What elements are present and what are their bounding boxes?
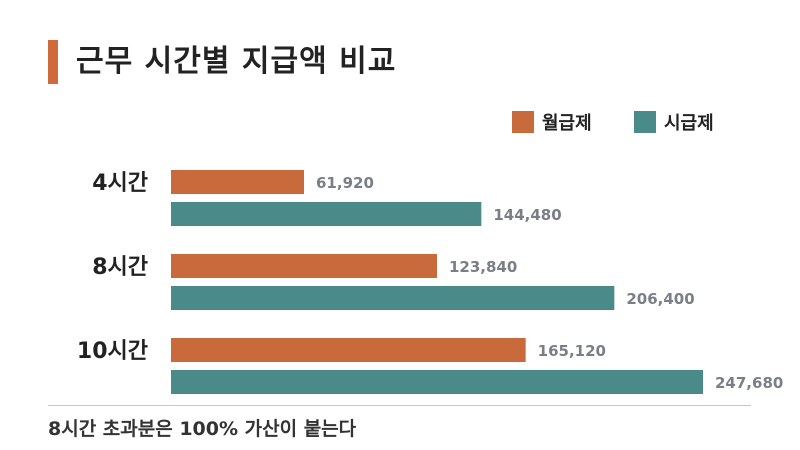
legend-swatch-hourly <box>634 111 656 133</box>
value-label: 247,680 <box>715 374 783 392</box>
title-accent-bar <box>48 40 58 84</box>
category-label: 8시간 <box>92 255 148 280</box>
legend-swatch-monthly <box>512 111 534 133</box>
bar-monthly <box>171 254 437 278</box>
bar-hourly <box>171 202 482 226</box>
bar-monthly <box>171 170 304 194</box>
footnote: 8시간 초과분은 100% 가산이 붙는다 <box>48 418 357 440</box>
value-label: 123,840 <box>449 258 517 276</box>
value-label: 206,400 <box>626 290 694 308</box>
category-label: 4시간 <box>92 171 148 196</box>
bar-hourly <box>171 370 703 394</box>
legend-label: 시급제 <box>664 113 714 134</box>
value-label: 165,120 <box>538 342 606 360</box>
bar-hourly <box>171 286 615 310</box>
bar-monthly <box>171 338 526 362</box>
chart-title: 근무 시간별 지급액 비교 <box>76 44 397 79</box>
category-label: 10시간 <box>77 339 148 364</box>
value-label: 61,920 <box>316 174 374 192</box>
divider <box>48 405 751 406</box>
legend-label: 월급제 <box>542 113 592 134</box>
value-label: 144,480 <box>493 206 561 224</box>
